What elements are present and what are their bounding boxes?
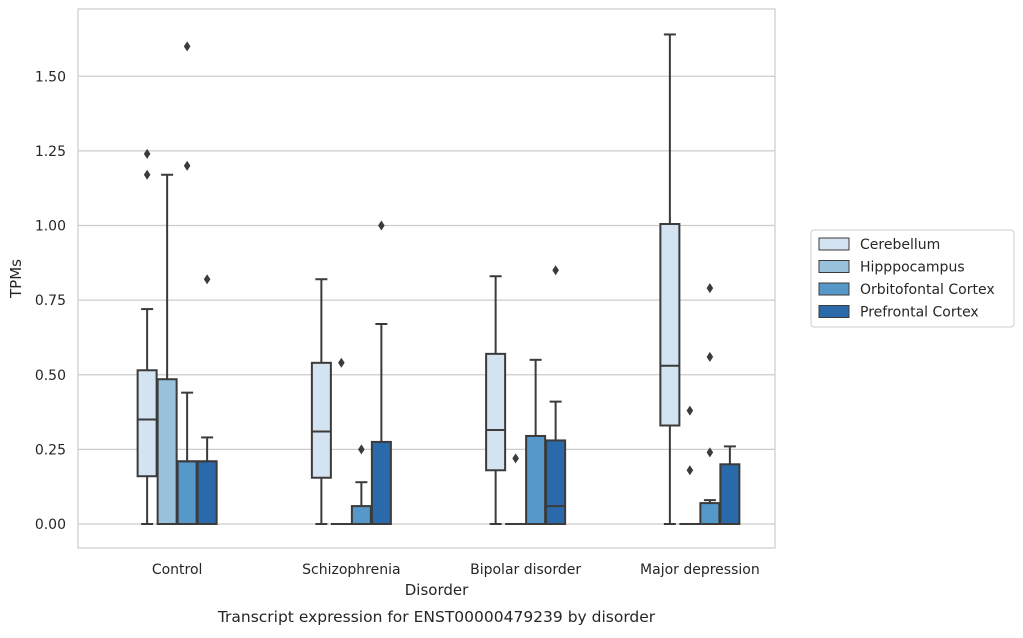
legend-label: Orbitofontal Cortex [860, 282, 995, 298]
box-hipppocampus [680, 406, 699, 524]
legend-swatch [819, 261, 849, 273]
box [660, 224, 679, 425]
box-prefrontal-cortex [720, 446, 739, 524]
outlier-point [358, 444, 365, 454]
outlier-point [707, 352, 714, 362]
y-axis-ticks: 0.00 0.25 0.50 0.75 1.00 1.25 1.50 [35, 69, 66, 533]
box [486, 354, 505, 470]
box [720, 464, 739, 524]
box [526, 436, 545, 524]
y-axis-label: TPMs [7, 259, 25, 299]
outlier-point [144, 170, 151, 180]
x-axis-ticks: Control Schizophrenia Bipolar disorder Majo… [152, 562, 760, 578]
outlier-point [687, 465, 694, 475]
box [312, 363, 331, 478]
box-hipppocampus [506, 453, 525, 524]
box-cerebellum [660, 34, 679, 524]
box-orbitofontal-cortex [178, 41, 197, 524]
outlier-point [552, 265, 559, 275]
outlier-point [184, 41, 191, 51]
x-tick-label: Schizophrenia [302, 562, 400, 578]
outlier-point [707, 283, 714, 293]
outlier-point [512, 453, 519, 463]
box [546, 440, 565, 524]
x-tick-label: Major depression [640, 562, 760, 578]
box-orbitofontal-cortex [700, 283, 719, 524]
box-cerebellum [312, 279, 331, 524]
box [158, 379, 177, 524]
box [178, 461, 197, 524]
legend-swatch [819, 283, 849, 295]
legend-swatch [819, 238, 849, 250]
box [138, 370, 157, 476]
legend-label: Cerebellum [860, 237, 940, 253]
outlier-point [204, 274, 211, 284]
legend-swatch [819, 306, 849, 318]
box-prefrontal-cortex [546, 265, 565, 524]
chart-caption: Transcript expression for ENST0000047923… [217, 608, 656, 626]
y-tick-label: 1.25 [35, 144, 66, 160]
legend-label: Prefrontal Cortex [860, 305, 979, 321]
box-orbitofontal-cortex [526, 360, 545, 524]
outlier-point [338, 358, 345, 368]
box-orbitofontal-cortex [352, 444, 371, 524]
legend-label: Hipppocampus [860, 260, 965, 276]
box [700, 503, 719, 524]
y-tick-label: 0.50 [35, 368, 66, 384]
x-axis-label: Disorder [405, 581, 469, 599]
box-hipppocampus [332, 358, 351, 524]
x-tick-label: Control [152, 562, 203, 578]
box-cerebellum [138, 149, 157, 524]
y-tick-label: 0.25 [35, 442, 66, 458]
outlier-point [687, 406, 694, 416]
box-prefrontal-cortex [198, 274, 217, 524]
y-tick-label: 0.00 [35, 517, 66, 533]
box [352, 506, 371, 524]
box-cerebellum [486, 276, 505, 524]
outlier-point [378, 221, 385, 231]
x-tick-label: Bipolar disorder [470, 562, 581, 578]
y-tick-label: 1.00 [35, 219, 66, 235]
legend: Cerebellum Hipppocampus Orbitofontal Corte… [811, 230, 1014, 327]
y-tick-label: 0.75 [35, 293, 66, 309]
y-tick-label: 1.50 [35, 69, 66, 85]
box [372, 442, 391, 524]
plot-area [138, 34, 740, 524]
box-prefrontal-cortex [372, 221, 391, 525]
box-hipppocampus [158, 175, 177, 524]
outlier-point [184, 161, 191, 171]
box [198, 461, 217, 524]
